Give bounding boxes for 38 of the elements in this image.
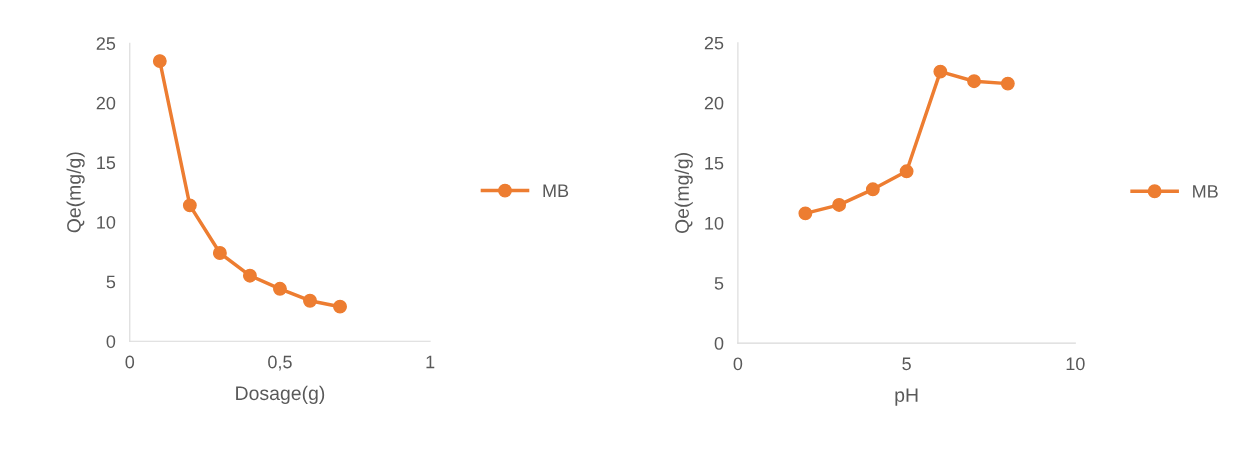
y-tick-label: 20	[96, 96, 116, 110]
x-tick-label: 10	[1066, 357, 1085, 371]
point	[933, 64, 948, 79]
y-tick-label: 5	[714, 277, 724, 290]
y-tick-label: 10	[97, 215, 116, 229]
point	[798, 206, 813, 221]
y-axis-title: Qe(mg/g)	[674, 153, 693, 234]
y-tick-label: 25	[704, 36, 724, 50]
point	[273, 281, 287, 296]
x-tick-label: 5	[902, 357, 911, 371]
y-tick-label: 15	[97, 156, 116, 170]
point	[212, 246, 227, 260]
point	[303, 293, 317, 308]
y-tick-label: 10	[705, 216, 724, 230]
point	[333, 299, 347, 314]
y-tick-label: 15	[705, 157, 724, 170]
y-axis-title: Qe(mg/g)	[66, 152, 85, 233]
y-tick-label: 5	[106, 275, 116, 289]
point	[242, 268, 257, 283]
point	[182, 198, 197, 213]
y-tick-label: 25	[96, 37, 116, 50]
x-tick-label: 0	[125, 355, 135, 369]
point	[865, 182, 880, 197]
point	[152, 54, 167, 69]
x-axis-title: Dosage(g)	[236, 385, 325, 404]
point	[832, 197, 847, 212]
y-tick-label: 0	[106, 335, 116, 348]
point	[967, 74, 982, 89]
x-tick-label: 0,5	[268, 355, 292, 371]
y-tick-label: 20	[704, 96, 724, 110]
legend-label: MB	[1193, 185, 1218, 198]
x-tick-label: 1	[426, 355, 435, 369]
legend-label: MB	[543, 184, 569, 197]
point	[1000, 76, 1015, 91]
x-axis-title: pH	[895, 388, 918, 406]
x-tick-label: 0	[733, 357, 743, 371]
y-tick-label: 0	[714, 337, 724, 350]
point	[899, 164, 914, 179]
